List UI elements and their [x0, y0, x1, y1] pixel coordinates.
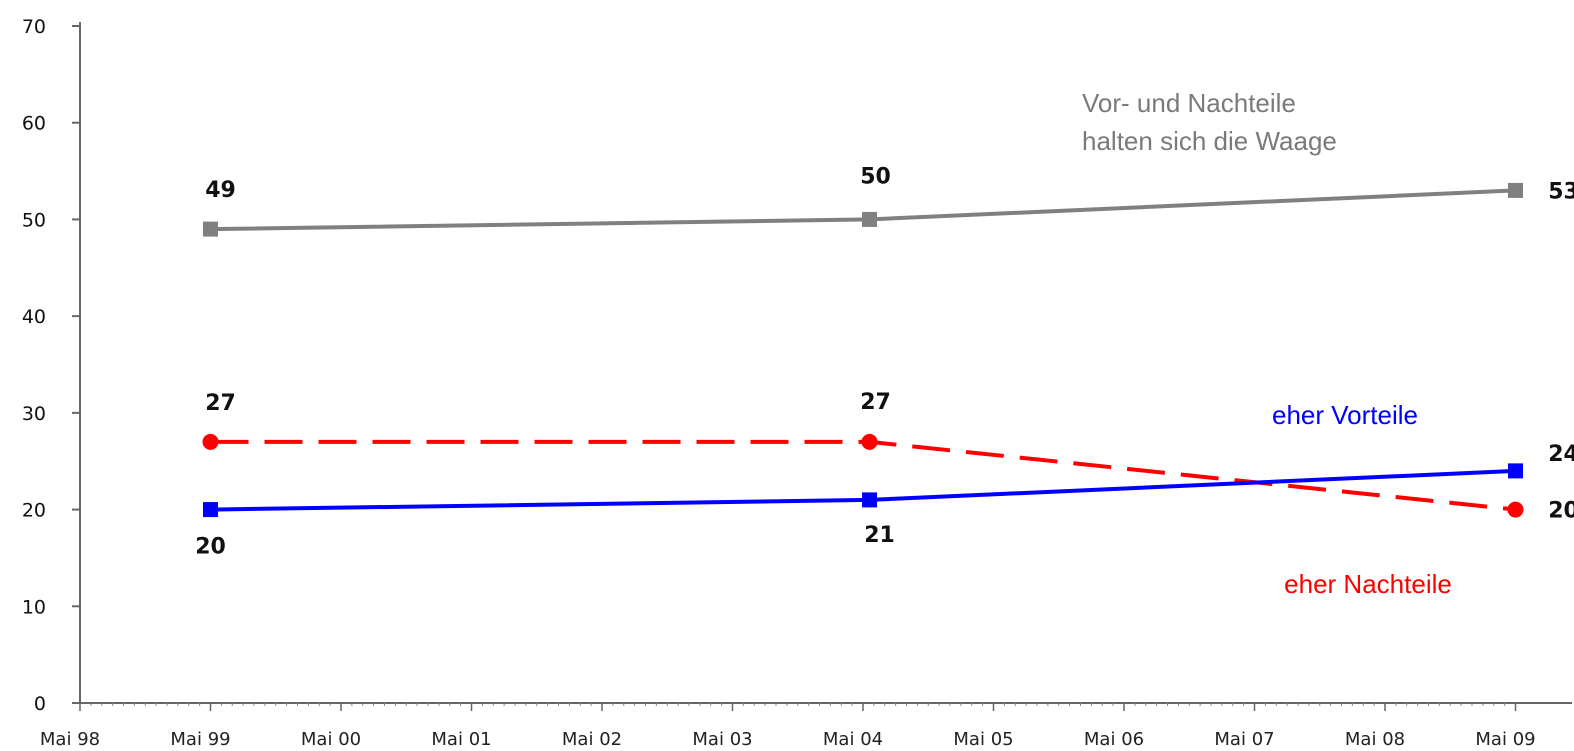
data-label: 24: [1548, 442, 1574, 467]
x-tick-label: Mai 02: [562, 729, 622, 750]
data-label: 50: [860, 164, 891, 189]
x-tick-label: Mai 07: [1214, 729, 1274, 750]
data-label: 53: [1548, 179, 1574, 204]
y-tick-label: 50: [22, 209, 46, 231]
x-tick-label: Mai 06: [1084, 729, 1144, 750]
x-tick-label: Mai 05: [953, 729, 1013, 750]
y-tick-label: 40: [22, 306, 46, 328]
y-tick-label: 20: [22, 500, 46, 522]
series-eher-nachteile: 27 27 20 eher Nachteile: [202, 390, 1574, 599]
y-tick-label: 0: [34, 693, 46, 715]
x-tick-label: Mai 99: [170, 729, 230, 750]
x-tick-label: Mai 00: [301, 729, 361, 750]
data-point: [203, 502, 218, 518]
y-tick-label: 70: [22, 16, 46, 38]
y-tick-label: 30: [22, 403, 46, 425]
series-eher-vorteile: 20 21 24 eher Vorteile: [195, 400, 1574, 560]
data-point: [1508, 463, 1523, 479]
series-label: eher Vorteile: [1272, 400, 1418, 430]
data-point: [861, 433, 878, 450]
series-label: Vor- und Nachteile: [1082, 88, 1296, 118]
data-label: 21: [864, 523, 895, 548]
data-label: 20: [1548, 499, 1574, 524]
y-tick-label: 60: [22, 113, 46, 135]
data-point: [862, 492, 878, 508]
data-label: 20: [195, 535, 226, 560]
x-tick-label: Mai 98: [40, 729, 100, 750]
x-tick-label: Mai 03: [692, 729, 752, 750]
x-tick-label: Mai 09: [1475, 729, 1535, 750]
data-point: [1508, 182, 1523, 198]
series-label: eher Nachteile: [1284, 569, 1452, 599]
x-tick-label: Mai 01: [431, 729, 491, 750]
data-point: [203, 221, 218, 237]
x-tick-label: Mai 04: [823, 729, 883, 750]
data-point: [1507, 501, 1524, 518]
data-label: 27: [860, 390, 891, 415]
series-vor-und-nachteile-halten-sich-die-waage: 49 50 53 Vor- und Nachteile halten sich die …: [203, 88, 1574, 237]
data-label: 49: [205, 178, 236, 203]
series-label: halten sich die Waage: [1082, 126, 1337, 156]
data-label: 27: [205, 391, 236, 416]
data-point: [862, 211, 878, 227]
data-point: [202, 433, 219, 450]
x-tick-label: Mai 08: [1345, 729, 1405, 750]
y-tick-label: 10: [22, 596, 46, 618]
